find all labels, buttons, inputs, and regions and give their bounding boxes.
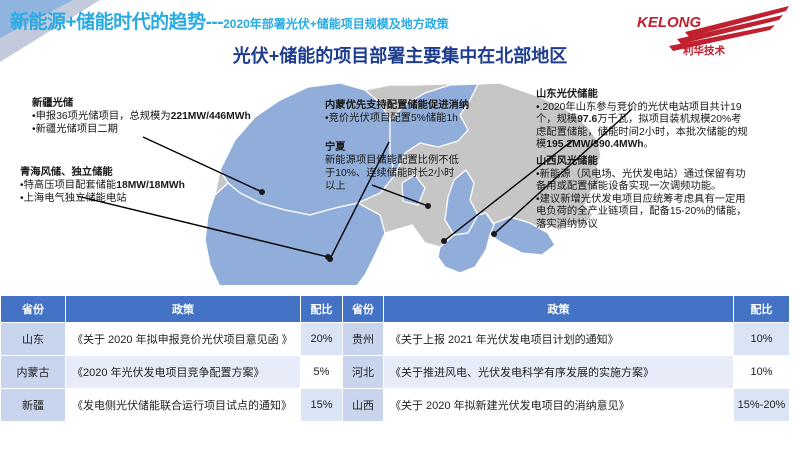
svg-text:利华技术: 利华技术	[683, 44, 725, 57]
svg-text:KELONG: KELONG	[637, 14, 702, 31]
